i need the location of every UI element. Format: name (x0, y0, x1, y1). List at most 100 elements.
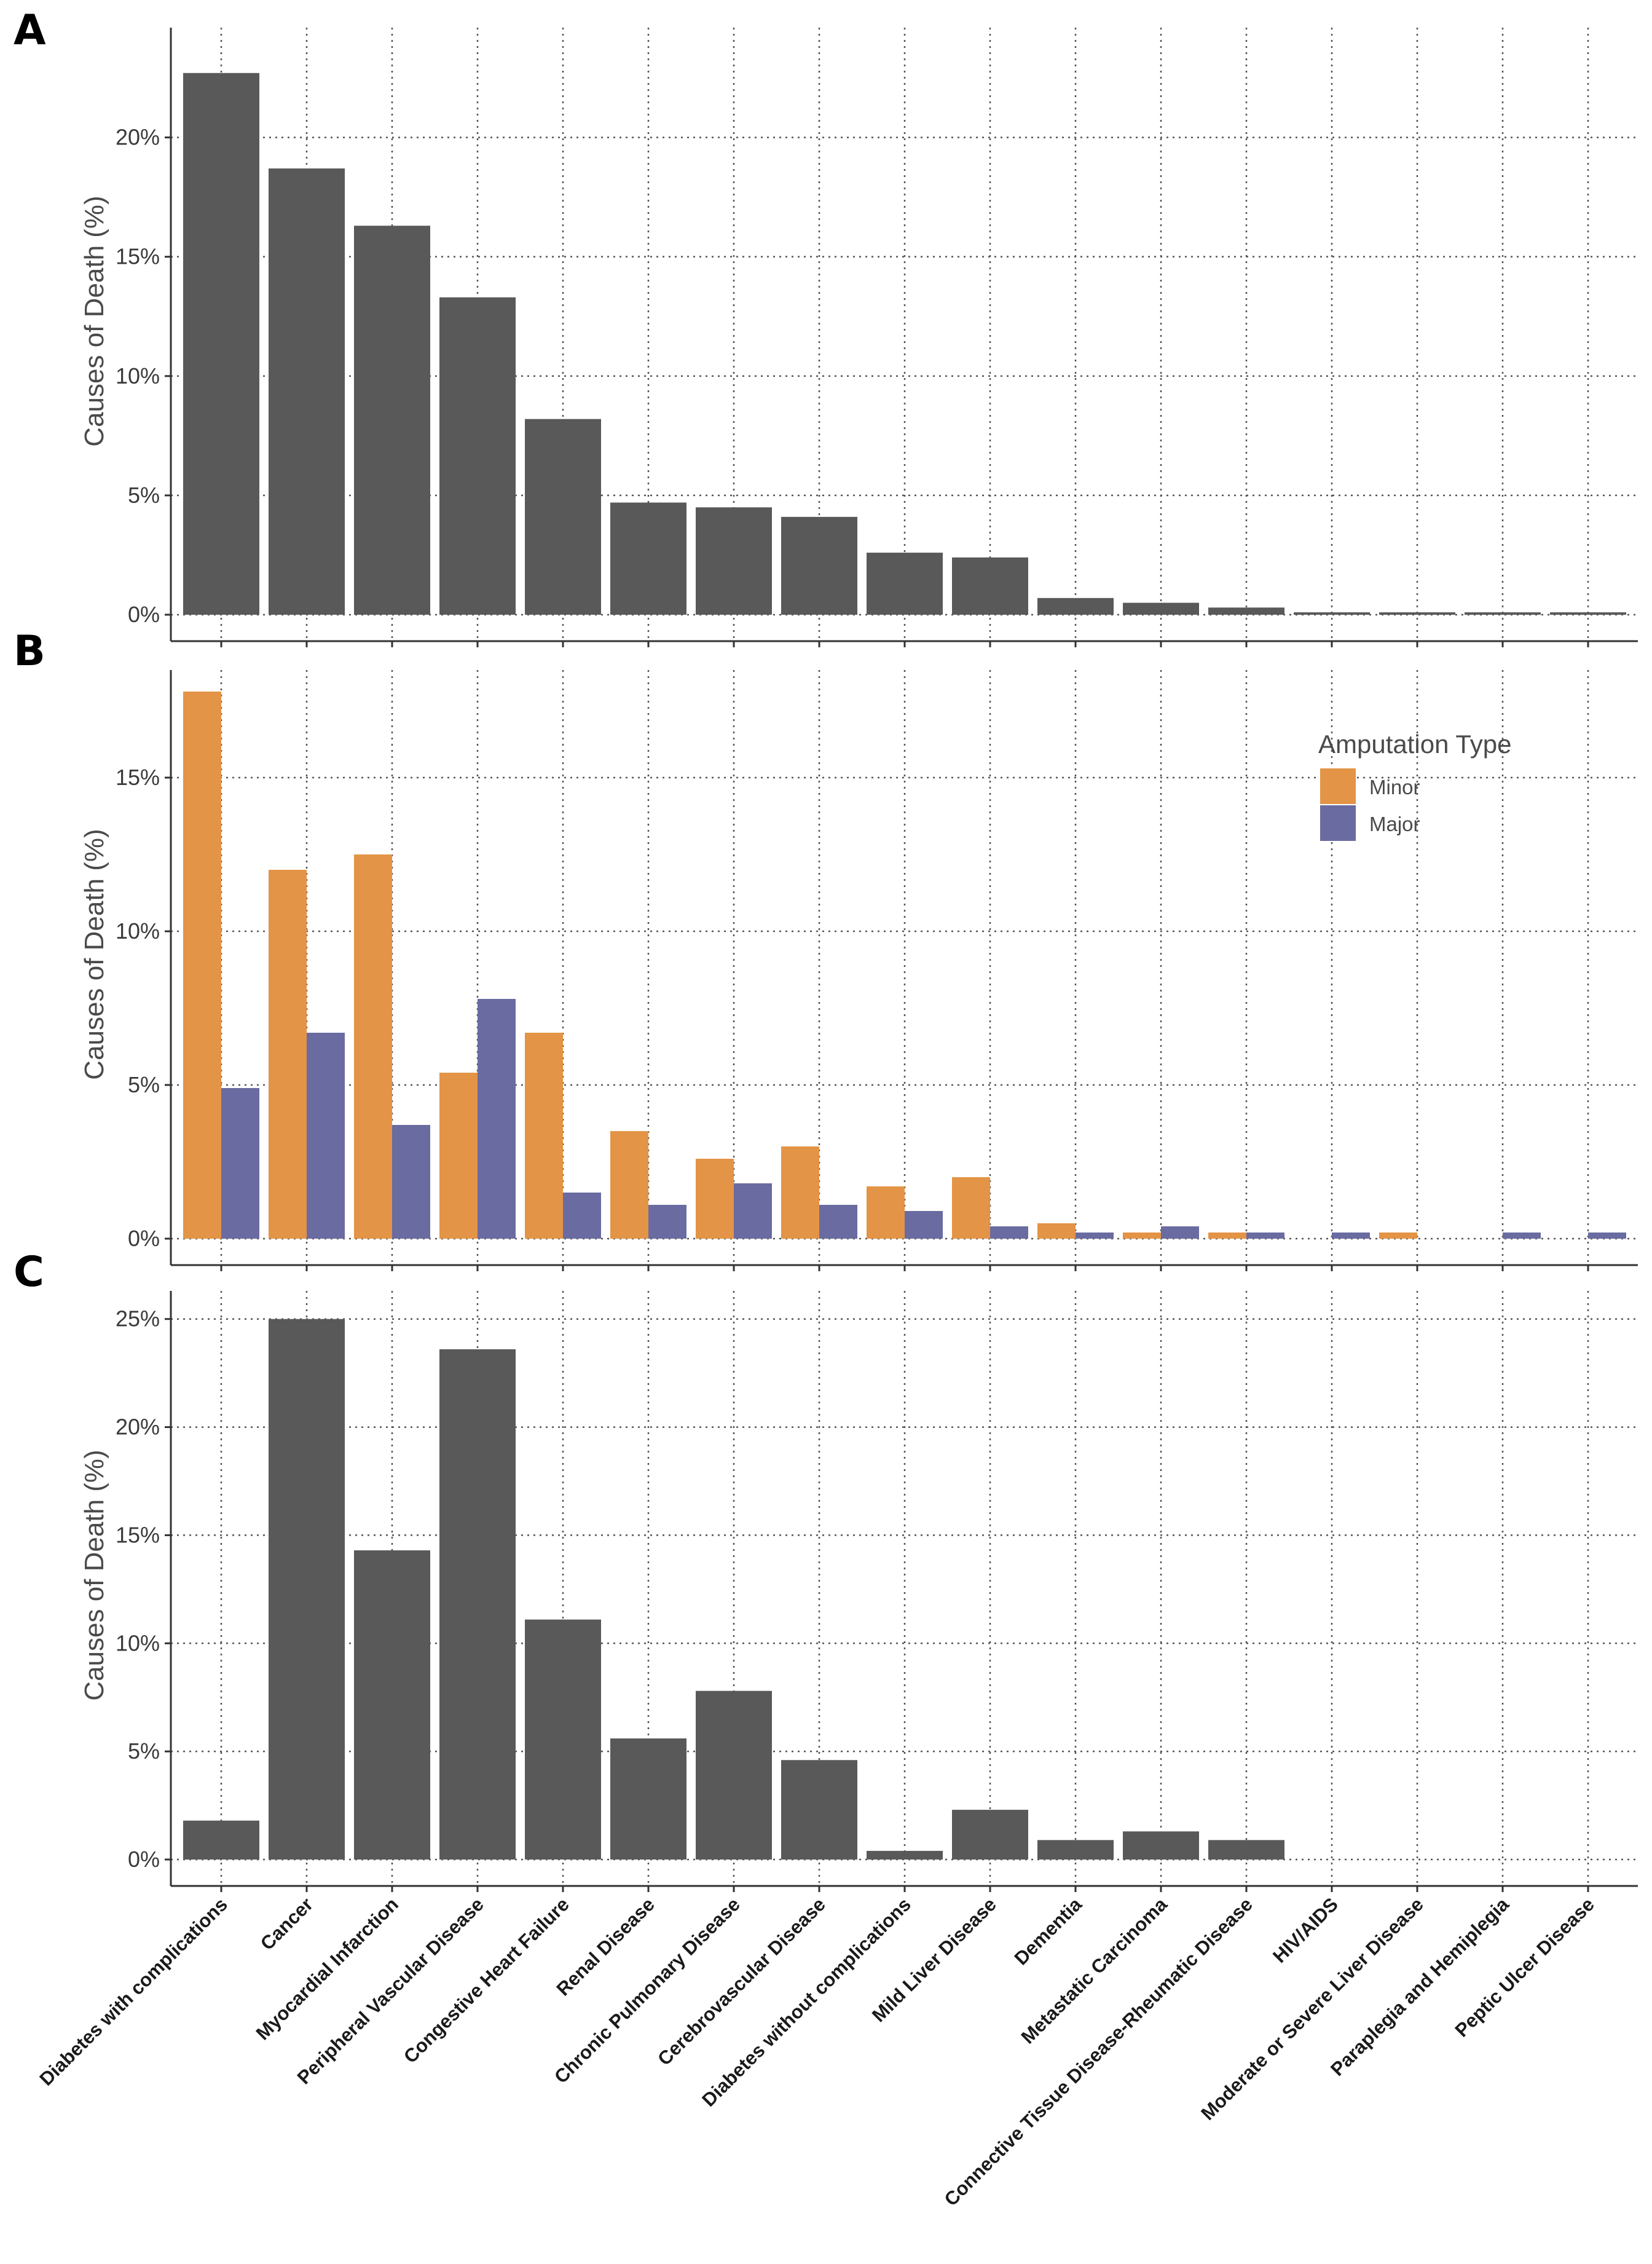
panel-b-chart: 0% 5% 10% 15% Causes of Death (%) Amputation … (79, 670, 1638, 1271)
x-label-congestive-heart-failure: Congestive Heart Failure (399, 1893, 573, 2067)
bar-cancer (269, 1319, 345, 1860)
bar-minor-metastatic-carcinoma (1123, 1233, 1161, 1239)
x-label-diabetes-with-complications: Diabetes with complications (35, 1893, 232, 2090)
bar-myocardial-infarction (354, 226, 430, 615)
bar-major-cerebrovascular-disease (819, 1205, 857, 1239)
bar-major-hiv-aids (1332, 1233, 1370, 1239)
y-tick-label: 10% (116, 1630, 160, 1655)
y-tick-label: 5% (128, 1738, 160, 1764)
panel-c-letter: C (14, 1248, 44, 1296)
bar-cerebrovascular-disease (781, 516, 857, 615)
panel-c-chart: 0% 5% 10% 15% 20% 25% Causes of Death (%) (79, 1291, 1638, 1892)
bar-connective-tissue-disease-rheumatic-disease (1208, 607, 1284, 615)
bar-peripheral-vascular-disease (439, 1349, 516, 1860)
bar-renal-disease (610, 1738, 686, 1860)
bar-peptic-ulcer-disease (1550, 612, 1626, 615)
bar-minor-myocardial-infarction (354, 854, 392, 1239)
bar-major-congestive-heart-failure (563, 1193, 601, 1239)
bar-chronic-pulmonary-disease (696, 507, 772, 615)
legend-swatch-minor (1320, 768, 1356, 804)
bar-major-paraplegia-and-hemiplegia (1503, 1233, 1541, 1239)
panel-a-letter: A (14, 6, 46, 55)
bar-major-renal-disease (648, 1205, 686, 1239)
bar-major-connective-tissue-disease-rheumatic-disease (1246, 1233, 1284, 1239)
bar-major-peptic-ulcer-disease (1588, 1233, 1626, 1239)
bar-diabetes-without-complications (867, 553, 943, 615)
y-tick-label: 20% (116, 125, 160, 150)
bar-minor-cerebrovascular-disease (781, 1146, 819, 1239)
bar-minor-congestive-heart-failure (525, 1033, 563, 1239)
bar-minor-chronic-pulmonary-disease (696, 1159, 734, 1239)
bar-cancer (269, 168, 345, 615)
x-label-myocardial-infarction: Myocardial Infarction (252, 1893, 403, 2044)
bar-moderate-or-severe-liver-disease (1379, 612, 1455, 615)
x-label-peptic-ulcer-disease: Peptic Ulcer Disease (1451, 1893, 1599, 2041)
y-tick-label: 10% (116, 918, 160, 944)
x-label-peripheral-vascular-disease: Peripheral Vascular Disease (293, 1893, 488, 2088)
bar-minor-renal-disease (610, 1131, 648, 1239)
y-tick-label: 0% (128, 1847, 160, 1872)
x-label-connective-tissue-disease-rheumatic-disease: Connective Tissue Disease-Rheumatic Dise… (940, 1893, 1257, 2210)
x-label-paraplegia-and-hemiplegia: Paraplegia and Hemiplegia (1326, 1893, 1513, 2080)
y-tick-label: 5% (128, 483, 160, 508)
bar-minor-moderate-or-severe-liver-disease (1379, 1233, 1417, 1239)
bar-major-mild-liver-disease (990, 1226, 1028, 1239)
bar-peripheral-vascular-disease (439, 297, 516, 615)
bar-major-myocardial-infarction (392, 1125, 430, 1239)
bar-major-peripheral-vascular-disease (478, 999, 516, 1239)
bar-major-chronic-pulmonary-disease (734, 1183, 772, 1239)
bar-metastatic-carcinoma (1123, 602, 1199, 615)
bar-dementia (1037, 598, 1114, 615)
x-label-hiv-aids: HIV/AIDS (1268, 1893, 1342, 1967)
legend-label-major: Major (1369, 813, 1420, 835)
bar-chronic-pulmonary-disease (696, 1690, 772, 1860)
bar-minor-diabetes-without-complications (867, 1186, 905, 1239)
bar-diabetes-with-complications (183, 73, 259, 615)
bar-mild-liver-disease (952, 557, 1028, 615)
legend: Amputation Type Minor Major (1318, 730, 1511, 841)
bar-major-metastatic-carcinoma (1161, 1226, 1199, 1239)
legend-title: Amputation Type (1318, 730, 1511, 759)
bar-metastatic-carcinoma (1123, 1831, 1199, 1860)
bar-myocardial-infarction (354, 1550, 430, 1860)
x-axis-category-labels: Diabetes with complications CancerMyocard… (35, 1893, 1599, 2211)
y-tick-label: 15% (116, 1522, 160, 1547)
bar-diabetes-with-complications (183, 1820, 259, 1860)
y-tick-label: 20% (116, 1414, 160, 1440)
bar-minor-mild-liver-disease (952, 1177, 990, 1239)
bar-minor-dementia (1037, 1223, 1076, 1239)
x-label-chronic-pulmonary-disease: Chronic Pulmonary Disease (550, 1893, 744, 2088)
bar-congestive-heart-failure (525, 1619, 601, 1860)
x-label-cerebrovascular-disease: Cerebrovascular Disease (653, 1893, 830, 2070)
y-axis-label: Causes of Death (%) (79, 195, 109, 446)
bar-cerebrovascular-disease (781, 1760, 857, 1860)
x-label-dementia: Dementia (1010, 1893, 1087, 1970)
bar-mild-liver-disease (952, 1810, 1028, 1860)
bar-minor-connective-tissue-disease-rheumatic-disease (1208, 1233, 1246, 1239)
bar-major-diabetes-with-complications (221, 1088, 259, 1239)
x-label-metastatic-carcinoma: Metastatic Carcinoma (1017, 1893, 1172, 2048)
bar-congestive-heart-failure (525, 419, 601, 615)
bar-major-diabetes-without-complications (905, 1211, 943, 1239)
bar-paraplegia-and-hemiplegia (1465, 612, 1541, 615)
legend-label-minor: Minor (1369, 776, 1420, 799)
y-tick-label: 5% (128, 1072, 160, 1097)
bar-minor-diabetes-with-complications (183, 692, 221, 1239)
bar-hiv-aids (1294, 612, 1370, 615)
bar-major-cancer (307, 1033, 345, 1239)
bar-renal-disease (610, 502, 686, 615)
bar-minor-peripheral-vascular-disease (439, 1073, 478, 1239)
y-tick-label: 10% (116, 363, 160, 389)
y-tick-label: 25% (116, 1306, 160, 1331)
y-tick-label: 0% (128, 602, 160, 627)
y-tick-label: 0% (128, 1226, 160, 1251)
x-label-cancer: Cancer (256, 1893, 317, 1954)
y-tick-label: 15% (116, 765, 160, 790)
bar-connective-tissue-disease-rheumatic-disease (1208, 1840, 1284, 1860)
y-axis-label: Causes of Death (%) (79, 829, 109, 1079)
bar-major-dementia (1076, 1233, 1114, 1239)
bar-dementia (1037, 1840, 1114, 1860)
panel-b-letter: B (14, 627, 45, 676)
panel-a-chart: 0% 5% 10% 15% 20% Causes of Death (%) (79, 28, 1638, 647)
